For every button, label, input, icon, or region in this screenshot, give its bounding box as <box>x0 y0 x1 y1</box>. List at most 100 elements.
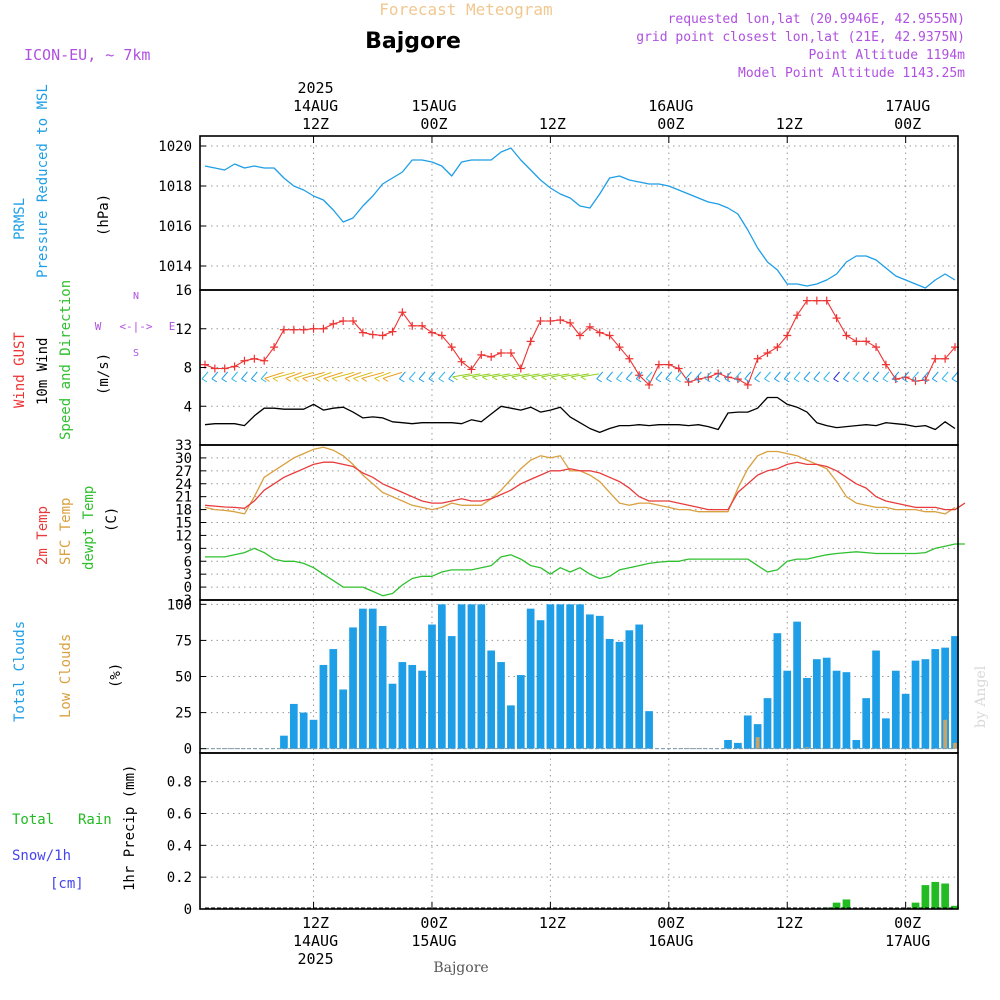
gust-marker <box>872 343 881 352</box>
rain-bar <box>921 885 930 909</box>
wind-arrow-head <box>251 378 257 383</box>
total-cloud-bar <box>941 647 949 749</box>
wind-arrow <box>625 371 633 380</box>
wind-arrow-head <box>501 376 508 381</box>
compass-arrows: <-|-> <box>119 320 152 333</box>
gust-marker <box>487 352 496 361</box>
top-time-label: 17AUG <box>885 97 930 115</box>
temp-ytick-label: 21 <box>175 490 192 506</box>
gust-marker <box>516 364 525 373</box>
wind-arrow-head <box>626 378 632 383</box>
wind-arrow <box>922 371 929 380</box>
gust-marker <box>289 325 298 334</box>
gust-marker <box>418 321 427 330</box>
wind-arrow-head <box>783 378 790 383</box>
wind-arrow <box>452 373 471 378</box>
wind-arrow-head <box>231 378 237 383</box>
wind-arrow-head <box>211 378 218 383</box>
wind-arrow <box>665 371 673 380</box>
wind-arrow <box>695 371 702 380</box>
wind-arrow <box>361 371 384 379</box>
gust-marker <box>704 373 713 382</box>
wind-arrow-head <box>912 378 918 383</box>
wind-arrow <box>606 371 613 380</box>
total-cloud-bar <box>408 664 417 749</box>
rain-bar <box>951 905 959 909</box>
wind-arrow-head <box>260 378 267 383</box>
wind-arrow-head <box>922 378 928 383</box>
wind-arrow <box>872 371 880 380</box>
gust-marker <box>319 324 328 333</box>
gust-marker <box>793 311 802 320</box>
total-cloud-bar <box>605 638 614 749</box>
wind-arrow <box>764 371 771 380</box>
gust-marker <box>526 337 535 346</box>
wind-arrow <box>438 371 446 380</box>
total-cloud-bar <box>368 608 377 749</box>
gust-marker <box>802 296 811 305</box>
wind-arrow <box>285 371 302 379</box>
compass-e: E <box>169 320 176 333</box>
wind-arrow-head <box>438 378 445 383</box>
total-cloud-bar <box>309 719 318 749</box>
total-cloud-bar <box>447 636 456 749</box>
wind-arrow <box>332 371 355 379</box>
wind-arrow-head <box>645 378 652 383</box>
wind-arrow <box>272 371 296 379</box>
total-cloud-bar <box>901 693 910 749</box>
wind-arrow <box>231 371 238 380</box>
gust-marker <box>427 328 436 337</box>
total-cloud-bar <box>349 627 357 749</box>
wind-arrow <box>734 371 742 380</box>
gust-marker <box>684 378 693 387</box>
wind-arrow <box>704 371 712 380</box>
total-cloud-bar <box>891 670 900 749</box>
pressure-ytick-label: 1020 <box>158 139 192 155</box>
total-cloud-bar <box>289 703 298 749</box>
total-cloud-bar <box>497 662 505 749</box>
wind-arrow-head <box>361 377 368 382</box>
total-cloud-bar <box>556 604 565 749</box>
precip-ytick-label: 0.8 <box>167 775 192 791</box>
wind-arrow-head <box>705 378 711 383</box>
total-cloud-bar <box>516 675 525 749</box>
precip-ytick-label: 0.4 <box>167 838 192 854</box>
temp-ytick-label: 27 <box>175 464 192 480</box>
wind-arrow-head <box>872 378 879 383</box>
wind-arrow <box>521 373 540 378</box>
total-cloud-bar <box>329 649 338 749</box>
bottom-time-label: 17AUG <box>885 932 930 950</box>
top-time-label: 00Z <box>894 115 921 133</box>
total-cloud-bar <box>428 624 436 749</box>
low-cloud-bar <box>805 747 809 749</box>
wind-arrow-head <box>302 377 308 382</box>
gust-marker <box>812 296 821 305</box>
wind-arrow-head <box>201 378 208 383</box>
total-clouds-label: Total Clouds <box>12 621 28 722</box>
wind-arrow-head <box>531 376 537 381</box>
wind-arrow <box>491 373 511 378</box>
gust-marker <box>368 330 377 339</box>
temp-ytick-label: 6 <box>184 554 192 570</box>
wind-arrow <box>428 371 436 380</box>
wind-arrow-head <box>675 378 681 383</box>
top-time-label: 12Z <box>539 115 566 133</box>
gust-marker <box>585 322 594 331</box>
top-time-label: 2025 <box>297 79 333 97</box>
wind-arrow <box>685 371 692 380</box>
wind-arrow-head <box>764 378 770 383</box>
temp-unit: (C) <box>104 507 120 532</box>
wind-arrow <box>541 373 560 378</box>
total-cloud-bar <box>280 735 288 749</box>
wind-arrow <box>596 371 604 380</box>
wind-arrow-head <box>541 376 547 381</box>
gust-marker <box>339 317 348 325</box>
gust-marker <box>664 360 673 369</box>
wind-arrow <box>635 371 643 380</box>
gust-marker <box>506 348 515 357</box>
total-cloud-bar <box>467 604 476 749</box>
wind-arrow-head <box>418 378 425 383</box>
wind-arrow <box>616 371 623 380</box>
wind-arrow <box>260 371 268 380</box>
wind-arrow-head <box>241 378 247 383</box>
